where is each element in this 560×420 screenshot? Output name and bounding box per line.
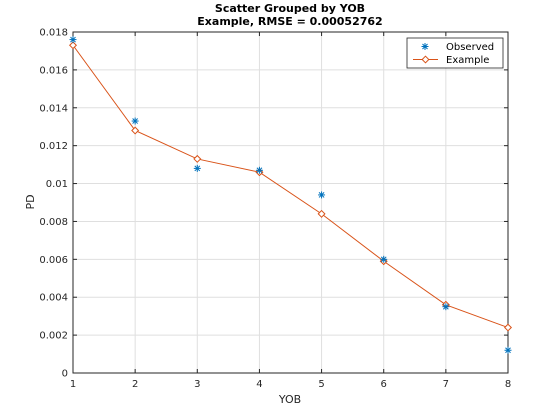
chart-subtitle: Example, RMSE = 0.00052762 xyxy=(197,15,382,28)
example-point xyxy=(193,154,202,163)
example-point xyxy=(68,41,78,50)
axis-ticks: 1 2 3 4 5 6 7 8 0 0.002 0.004 0.006 0.008 0.01 0.012 0.… xyxy=(39,28,511,391)
observed-point xyxy=(442,303,450,311)
observed-point xyxy=(193,164,201,172)
example-point xyxy=(317,209,326,218)
y-axis-label: PD xyxy=(24,194,37,209)
legend-observed-asterisk xyxy=(421,43,429,50)
y-tick-label: 0.014 xyxy=(39,103,68,114)
grid-lines xyxy=(72,31,509,374)
legend-example-label: Example xyxy=(446,55,489,66)
y-tick-label: 0.018 xyxy=(39,28,68,39)
x-axis-label: YOB xyxy=(278,393,301,406)
series-layer xyxy=(68,36,513,354)
x-tick-label: 8 xyxy=(505,379,511,390)
y-tick-label: 0.008 xyxy=(39,217,68,228)
example-point xyxy=(503,323,513,332)
y-tick-label: 0 xyxy=(62,369,68,380)
plot-area-border xyxy=(72,31,509,374)
observed-point xyxy=(131,117,139,125)
x-tick-label: 4 xyxy=(256,379,262,390)
observed-point xyxy=(69,36,77,44)
legend-observed-label: Observed xyxy=(446,42,494,53)
example-series-line xyxy=(72,44,509,329)
observed-point xyxy=(504,346,512,354)
x-tick-label: 2 xyxy=(132,379,138,390)
legend-example-diamond xyxy=(421,55,430,64)
legend-box xyxy=(406,37,504,69)
y-tick-label: 0.01 xyxy=(46,179,68,190)
y-tick-label: 0.012 xyxy=(39,141,68,152)
y-tick-label: 0.006 xyxy=(39,255,68,266)
chart-title: Scatter Grouped by YOB xyxy=(215,2,365,15)
y-tick-label: 0.004 xyxy=(39,293,68,304)
x-tick-label: 5 xyxy=(318,379,324,390)
observed-point xyxy=(318,191,326,199)
legend-example-marker xyxy=(413,55,438,64)
example-point xyxy=(131,126,140,135)
observed-point xyxy=(380,255,388,263)
x-tick-label: 7 xyxy=(443,379,449,390)
observed-point xyxy=(255,166,263,174)
legend-observed-marker xyxy=(421,43,429,50)
x-tick-label: 6 xyxy=(381,379,387,390)
y-tick-label: 0.016 xyxy=(39,65,68,76)
y-tick-label: 0.002 xyxy=(39,331,68,342)
x-tick-label: 1 xyxy=(70,379,76,390)
x-tick-label: 3 xyxy=(194,379,200,390)
legend: Observed Example xyxy=(406,37,504,69)
